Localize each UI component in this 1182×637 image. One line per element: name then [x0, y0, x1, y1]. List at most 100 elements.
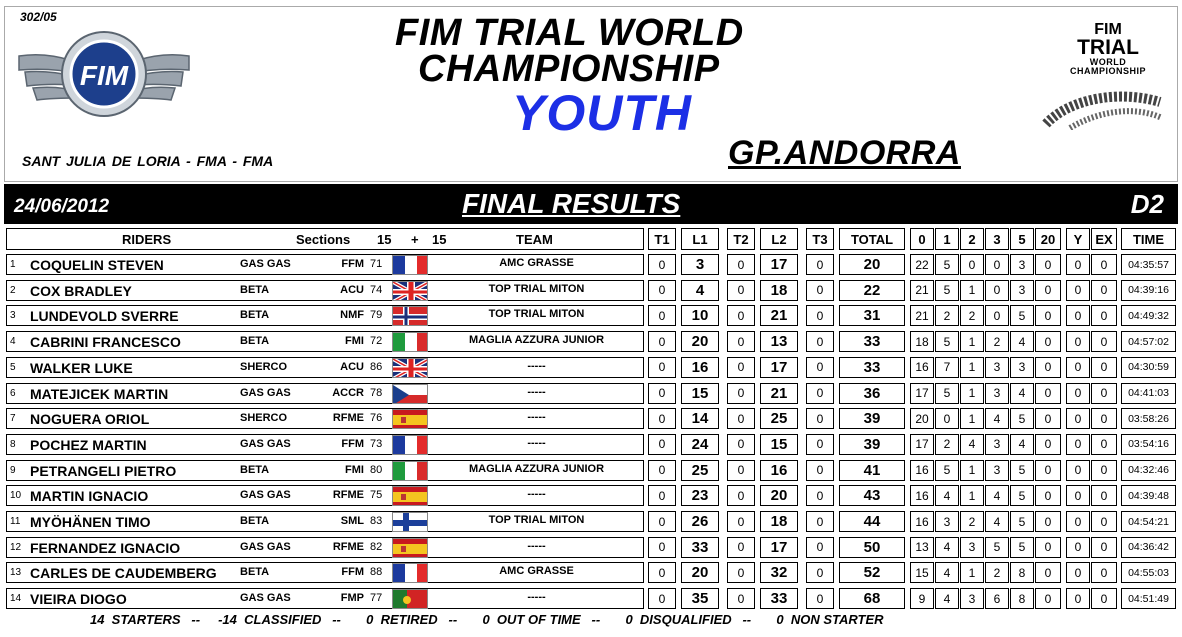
- rider-block: [6, 433, 644, 455]
- score-c1: 2: [935, 305, 959, 327]
- rider-block: [6, 562, 644, 584]
- score-y: 0: [1066, 562, 1090, 584]
- bike-brand: GAS GAS: [240, 437, 291, 450]
- rider-number: 76: [370, 412, 383, 425]
- score-y: 0: [1066, 356, 1090, 378]
- score-t2: 0: [727, 588, 755, 610]
- team-name: TOP TRIAL MITON: [488, 308, 585, 321]
- score-c5: 5: [1010, 408, 1034, 430]
- flag-icon: [392, 255, 428, 275]
- federation: ACU: [340, 360, 364, 373]
- rider-number: 72: [370, 335, 383, 348]
- score-l2: 18: [760, 511, 798, 532]
- bike-brand: BETA: [240, 283, 270, 296]
- score-c1: 4: [935, 562, 959, 584]
- score-t2: 0: [727, 536, 755, 558]
- federation: RFME: [332, 412, 364, 425]
- rider-position: 2: [10, 284, 16, 296]
- rider-name: NOGUERA ORIOL: [30, 411, 150, 428]
- rider-position: 5: [10, 361, 16, 373]
- flag-icon: [392, 537, 428, 558]
- score-c2: 1: [960, 459, 984, 481]
- table-row: 5 WALKER LUKE SHERCO ACU 86 ----- 0 16 0 17 0 33 16 7…: [4, 355, 1178, 380]
- score-t2: 0: [727, 511, 755, 532]
- score-ex: 0: [1091, 588, 1117, 610]
- header-c1: 1: [935, 228, 959, 250]
- rider-number: 80: [370, 463, 383, 476]
- score-c1: 5: [935, 254, 959, 275]
- score-c3: 2: [985, 562, 1009, 584]
- table-row: 1 COQUELIN STEVEN GAS GAS FFM 71 AMC GRASSE 0 3…: [4, 252, 1178, 277]
- score-t2: 0: [727, 485, 755, 507]
- bike-brand: BETA: [240, 566, 270, 579]
- table-row: 7 NOGUERA ORIOL SHERCO RFME 76 ----- 0 14 0 25 0 39…: [4, 406, 1178, 431]
- score-c5: 5: [1010, 459, 1034, 481]
- rider-position: 8: [10, 438, 16, 450]
- brand-line-2: TRIAL: [1077, 36, 1139, 59]
- score-c2: 3: [960, 588, 984, 610]
- flag-icon: [392, 357, 428, 378]
- score-c1: 7: [935, 356, 959, 378]
- score-c2: 0: [960, 254, 984, 275]
- score-c20: 0: [1035, 459, 1061, 481]
- score-y: 0: [1066, 279, 1090, 301]
- score-c5: 8: [1010, 588, 1034, 610]
- rider-name: MATEJICEK MARTIN: [30, 385, 169, 402]
- score-total: 41: [839, 459, 905, 481]
- score-total: 52: [839, 562, 905, 584]
- score-ex: 0: [1091, 356, 1117, 378]
- bike-brand: SHERCO: [240, 412, 288, 425]
- score-c2: 1: [960, 279, 984, 301]
- score-y: 0: [1066, 254, 1090, 275]
- score-t3: 0: [806, 331, 834, 353]
- score-c0: 16: [910, 511, 934, 532]
- flag-icon: [392, 280, 428, 301]
- score-c20: 0: [1035, 331, 1061, 353]
- rider-position: 1: [10, 259, 16, 270]
- score-time: 04:57:02: [1121, 331, 1176, 353]
- score-c1: 5: [935, 331, 959, 353]
- score-c20: 0: [1035, 408, 1061, 430]
- score-c0: 18: [910, 331, 934, 353]
- rider-block: [6, 485, 644, 507]
- score-time: 03:54:16: [1121, 433, 1176, 455]
- score-time: 04:39:16: [1121, 279, 1176, 301]
- score-c2: 1: [960, 562, 984, 584]
- flag-icon: [392, 332, 428, 353]
- score-t3: 0: [806, 254, 834, 275]
- score-t3: 0: [806, 279, 834, 301]
- rider-number: 73: [370, 437, 383, 450]
- score-total: 33: [839, 331, 905, 353]
- score-t1: 0: [648, 562, 676, 584]
- score-c0: 17: [910, 382, 934, 404]
- score-t1: 0: [648, 279, 676, 301]
- score-l1: 23: [681, 485, 719, 507]
- score-ex: 0: [1091, 382, 1117, 404]
- score-c2: 1: [960, 356, 984, 378]
- score-l2: 13: [760, 331, 798, 353]
- team-name: AMC GRASSE: [499, 257, 574, 269]
- table-row: 8 POCHEZ MARTIN GAS GAS FFM 73 ----- 0 24 0 15 0 39…: [4, 432, 1178, 457]
- category-label: D2: [1130, 189, 1164, 219]
- bike-brand: GAS GAS: [240, 258, 291, 270]
- score-c5: 3: [1010, 279, 1034, 301]
- bike-brand: GAS GAS: [240, 540, 291, 553]
- table-row: 3 LUNDEVOLD SVERRE BETA NMF 79 TOP TRIAL MITO…: [4, 303, 1178, 328]
- score-y: 0: [1066, 536, 1090, 558]
- score-l2: 25: [760, 408, 798, 430]
- header-time: TIME: [1121, 228, 1176, 250]
- federation: FFM: [341, 437, 364, 450]
- score-l2: 17: [760, 356, 798, 378]
- score-l1: 15: [681, 382, 719, 404]
- score-time: 04:55:03: [1121, 562, 1176, 584]
- score-l1: 3: [681, 254, 719, 275]
- federation: ACU: [340, 283, 364, 296]
- bike-brand: GAS GAS: [240, 386, 291, 399]
- header-c0: 0: [910, 228, 934, 250]
- score-c1: 4: [935, 588, 959, 610]
- score-l2: 17: [760, 536, 798, 558]
- score-total: 39: [839, 408, 905, 430]
- score-t1: 0: [648, 459, 676, 481]
- rider-name: COQUELIN STEVEN: [30, 257, 164, 273]
- score-l2: 17: [760, 254, 798, 275]
